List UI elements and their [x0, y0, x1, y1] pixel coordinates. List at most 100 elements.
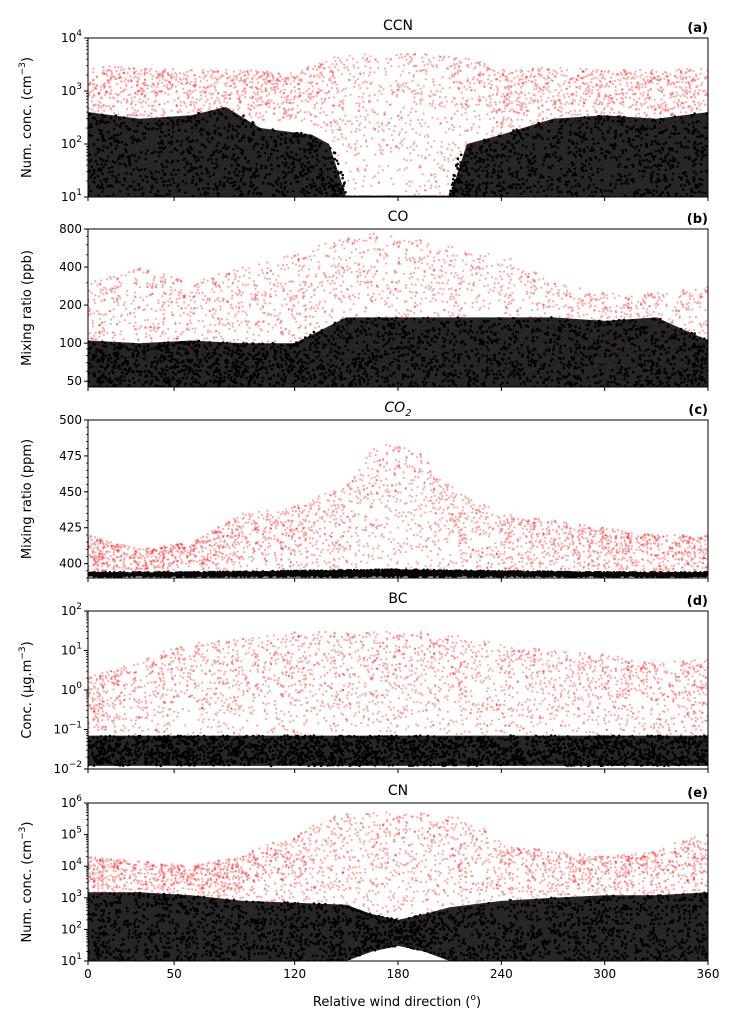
data-point: [395, 53, 398, 57]
data-point: [243, 92, 246, 95]
data-point: [657, 103, 660, 106]
data-point: [125, 114, 129, 117]
data-point: [110, 76, 113, 79]
data-point: [364, 168, 367, 171]
data-point: [641, 86, 644, 89]
data-point: [130, 86, 133, 89]
data-point: [697, 93, 700, 96]
data-point: [485, 69, 488, 72]
data-point: [645, 75, 648, 78]
data-point: [127, 80, 130, 83]
data-point: [126, 113, 129, 116]
data-point: [695, 106, 698, 110]
data-point: [425, 72, 428, 75]
data-point: [419, 87, 422, 90]
data-point: [704, 77, 707, 80]
data-point: [257, 116, 260, 119]
data-point: [521, 118, 524, 121]
data-point: [92, 298, 95, 301]
data-point: [256, 91, 260, 94]
data-point: [116, 99, 119, 103]
data-point: [497, 282, 500, 285]
data-point: [675, 309, 678, 313]
data-point: [432, 56, 435, 60]
data-point: [501, 121, 504, 124]
data-point: [224, 71, 227, 74]
data-point: [466, 129, 469, 132]
data-point: [633, 77, 636, 80]
data-point: [483, 62, 486, 66]
data-point: [464, 102, 467, 105]
data-point: [562, 93, 565, 96]
data-point: [636, 81, 639, 84]
data-point: [478, 81, 481, 84]
data-point: [316, 74, 319, 77]
data-point: [337, 89, 340, 92]
data-point: [524, 103, 527, 106]
data-point: [571, 101, 574, 104]
data-point: [660, 86, 663, 89]
data-point: [402, 90, 405, 93]
data-point: [686, 67, 689, 70]
data-point: [437, 314, 440, 317]
data-point: [363, 53, 366, 56]
data-point: [412, 89, 415, 92]
data-point: [458, 65, 461, 68]
data-point: [112, 75, 115, 78]
data-point: [686, 90, 689, 93]
data-point: [381, 149, 384, 152]
data-point: [155, 70, 158, 73]
data-point: [519, 108, 522, 111]
data-point: [577, 307, 581, 310]
data-point: [263, 78, 266, 81]
data-point: [262, 114, 265, 117]
data-point: [88, 82, 91, 85]
data-point: [510, 86, 513, 89]
data-point: [515, 111, 518, 114]
data-point: [344, 137, 347, 140]
data-point: [670, 94, 673, 97]
data-point: [664, 109, 667, 112]
data-point: [646, 106, 650, 109]
data-point: [568, 102, 571, 105]
data-point: [122, 90, 125, 93]
data-point: [520, 71, 523, 74]
data-point: [117, 66, 120, 69]
data-point: [330, 86, 333, 90]
data-point: [621, 100, 624, 103]
data-point: [185, 82, 188, 86]
data-point: [96, 109, 100, 112]
data-point: [560, 73, 563, 77]
data-point: [185, 70, 188, 73]
data-point: [545, 108, 549, 111]
data-point: [365, 139, 368, 142]
data-point: [216, 70, 220, 73]
data-point: [239, 76, 242, 79]
data-point: [171, 83, 174, 87]
data-point: [588, 306, 592, 309]
data-point: [493, 70, 496, 73]
data-point: [423, 135, 426, 138]
data-point: [392, 91, 395, 94]
data-point: [555, 303, 558, 307]
data-point: [266, 80, 269, 83]
data-point: [139, 113, 142, 116]
data-point: [466, 99, 469, 102]
data-point: [280, 96, 283, 99]
data-point: [432, 78, 435, 81]
data-point: [453, 73, 456, 76]
data-point: [518, 111, 521, 115]
data-point: [353, 187, 356, 190]
data-point: [242, 114, 245, 118]
data-point: [248, 271, 251, 274]
data-point: [495, 77, 498, 81]
data-point: [321, 80, 324, 83]
data-point: [374, 153, 377, 156]
data-point: [95, 84, 98, 88]
data-point: [690, 109, 693, 112]
data-point: [201, 71, 204, 74]
data-point: [439, 123, 442, 126]
data-point: [496, 92, 499, 95]
data-point: [535, 87, 538, 90]
data-point: [603, 98, 606, 101]
